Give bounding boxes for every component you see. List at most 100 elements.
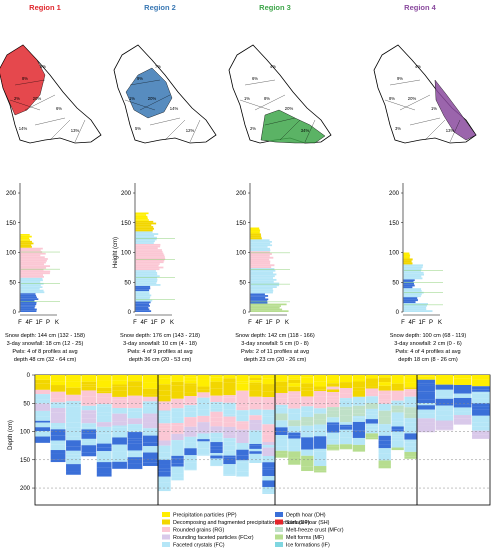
depth-layer <box>275 453 288 458</box>
depth-layer <box>288 413 301 421</box>
profile-layer <box>20 237 30 240</box>
depth-layer <box>81 438 97 442</box>
depth-y-tick-label: 50 <box>23 401 30 407</box>
depth-layer <box>96 437 112 441</box>
depth-layer <box>171 455 184 459</box>
depth-profile-column <box>339 375 353 450</box>
map-highlight <box>434 79 477 141</box>
depth-layer <box>184 392 197 397</box>
depth-layer <box>171 411 184 418</box>
depth-layer <box>223 438 236 442</box>
depth-layer <box>249 445 262 449</box>
depth-layer <box>171 440 184 445</box>
depth-layer <box>127 450 143 453</box>
depth-layer <box>339 400 353 407</box>
legend-item: Decomposing and fragmented precipitation… <box>162 519 310 526</box>
depth-layer <box>127 452 143 458</box>
map-border <box>389 79 421 86</box>
depth-layer <box>81 386 97 391</box>
profile-layer <box>250 268 275 270</box>
depth-profile-column <box>127 375 143 470</box>
depth-profile-column <box>249 375 262 464</box>
depth-layer <box>171 466 184 469</box>
depth-layer <box>184 375 197 378</box>
profile-layer <box>250 298 269 301</box>
depth-layer <box>66 381 81 388</box>
depth-layer <box>365 426 378 430</box>
profile-layer <box>403 271 424 274</box>
depth-layer <box>236 396 249 404</box>
profile-layer <box>403 282 414 285</box>
depth-layer <box>96 462 112 468</box>
profile-layer <box>135 261 164 264</box>
profile-layer <box>135 294 152 297</box>
profile-layer <box>250 227 260 230</box>
depth-layer <box>378 394 391 400</box>
depth-profile-column <box>197 375 210 456</box>
profile-layer <box>135 306 149 309</box>
depth-layer <box>158 418 171 424</box>
depth-layer <box>142 446 158 453</box>
depth-layer <box>262 476 275 481</box>
depth-layer <box>127 457 143 460</box>
profile-layer <box>250 282 280 285</box>
depth-layer <box>472 406 490 410</box>
profile-layer <box>135 242 154 244</box>
depth-layer <box>378 424 391 429</box>
profile-layer <box>250 241 272 243</box>
profile-layer <box>20 274 43 276</box>
depth-layer <box>96 415 112 419</box>
stat-pwl-depth: depth 36 cm (20 - 53 cm) <box>129 357 192 363</box>
depth-layer <box>326 375 340 381</box>
profile-x-tick-label: K <box>285 320 289 326</box>
depth-layer <box>435 384 454 390</box>
depth-layer <box>66 422 81 428</box>
legend-swatch <box>162 527 170 532</box>
depth-layer <box>365 388 378 394</box>
depth-layer <box>339 422 353 425</box>
map-border <box>304 119 316 143</box>
stat-pwl-depth: depth 23 cm (20 - 26 cm) <box>244 357 307 363</box>
depth-layer <box>236 436 249 443</box>
depth-profile-column <box>81 375 97 457</box>
depth-layer <box>262 424 275 431</box>
profile-layer <box>403 264 424 267</box>
depth-layer <box>158 468 171 472</box>
depth-layer <box>223 402 236 410</box>
depth-layer <box>171 401 184 409</box>
depth-layer <box>112 390 127 397</box>
profile-layer <box>20 256 45 259</box>
depth-layer <box>314 443 327 449</box>
profile-layer <box>250 262 271 265</box>
depth-layer <box>142 462 158 466</box>
depth-layer <box>210 381 223 389</box>
stat-pwls: Pwls: 4 of 8 profiles at avg <box>12 349 77 355</box>
depth-profile-column <box>96 375 112 477</box>
profile-layer <box>20 242 34 245</box>
profile-layer <box>135 305 150 307</box>
depth-layer <box>50 402 66 406</box>
depth-layer <box>127 463 143 469</box>
legend-swatch <box>275 542 283 547</box>
profile-x-tick-label: 4F <box>25 320 32 326</box>
depth-layer <box>96 422 112 427</box>
depth-layer <box>249 453 262 460</box>
depth-layer <box>339 429 353 432</box>
depth-layer <box>262 414 275 417</box>
depth-layer <box>81 427 97 430</box>
depth-layer <box>184 407 197 410</box>
region-title-1: Region 1 <box>29 3 61 12</box>
depth-layer <box>326 446 340 450</box>
depth-layer <box>472 379 490 387</box>
depth-layer <box>142 416 158 423</box>
depth-layer <box>404 399 417 405</box>
region-title-3: Region 3 <box>259 3 291 12</box>
depth-layer <box>127 408 143 412</box>
depth-layer <box>50 450 66 454</box>
depth-layer <box>378 403 391 411</box>
depth-layer <box>378 385 391 389</box>
profile-layer <box>20 246 32 248</box>
legend-label: Faceted crystals (FC) <box>173 543 225 549</box>
depth-layer <box>472 375 490 380</box>
depth-layer <box>210 430 223 433</box>
